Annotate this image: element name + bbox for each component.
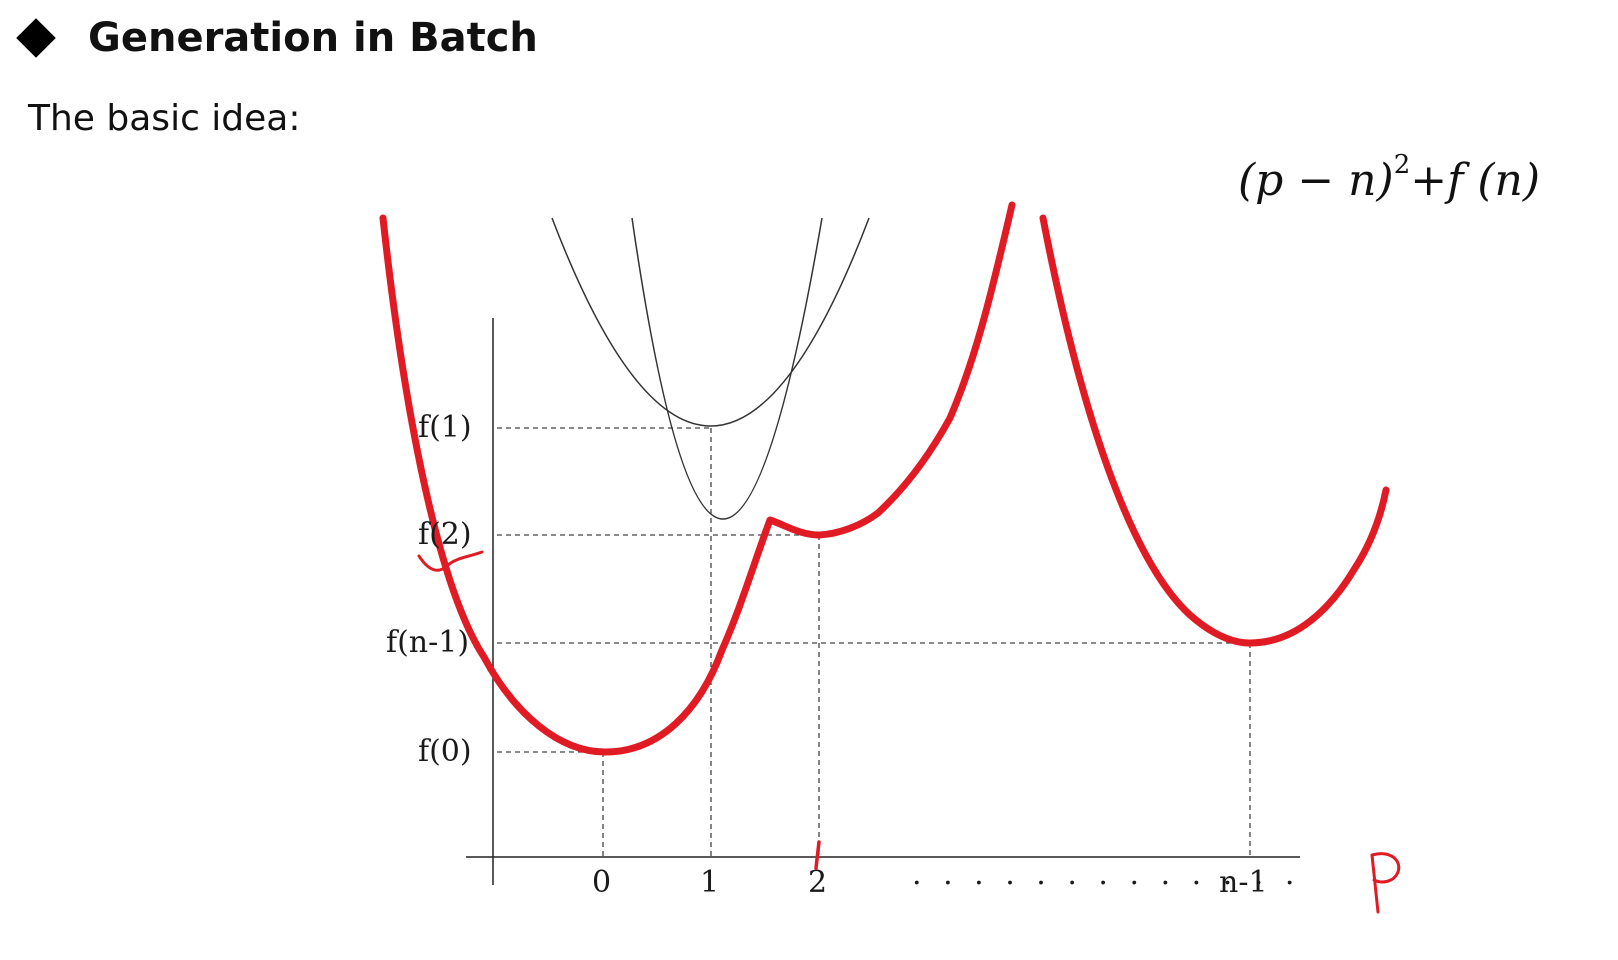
y-label-f1: f(1) — [418, 410, 472, 445]
formula-rest: +f (n) — [1410, 155, 1541, 206]
x-label-n1: n-1 — [1219, 865, 1268, 900]
envelope-segment-right — [1039, 214, 1390, 647]
x-label-1: 1 — [700, 865, 719, 900]
formula-base: (p − n) — [1238, 155, 1394, 206]
formula-exponent: 2 — [1393, 150, 1411, 180]
handwritten-tick-at-2 — [814, 840, 821, 870]
handwritten-check-mark — [417, 550, 484, 572]
handwritten-axis-label-p — [1370, 852, 1401, 914]
y-label-f2: f(2) — [418, 517, 472, 552]
x-label-0: 0 — [592, 865, 611, 900]
intro-text: The basic idea: — [28, 98, 301, 139]
parabola-n2-thin — [631, 217, 823, 520]
envelope-segment-left — [379, 201, 1016, 756]
x-ellipsis: . . . . . . . . . . . . . — [912, 857, 1300, 892]
parabola-n1-thin — [551, 217, 870, 427]
y-label-fn1: f(n-1) — [386, 625, 469, 660]
x-label-2: 2 — [808, 865, 827, 900]
formula: (p − n)2+f (n) — [1238, 150, 1608, 206]
title-text: Generation in Batch — [88, 15, 538, 61]
y-label-f0: f(0) — [418, 734, 472, 769]
slide-title: Generation in Batch — [14, 8, 538, 68]
